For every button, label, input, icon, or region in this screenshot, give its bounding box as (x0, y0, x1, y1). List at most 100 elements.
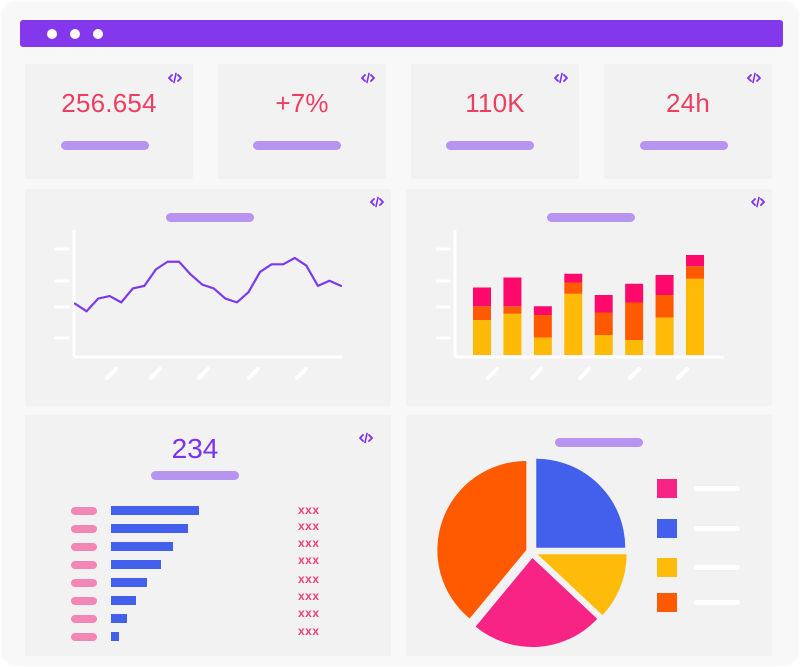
x-tick-label-placeholder (247, 367, 260, 380)
row-value: xxx (298, 519, 320, 533)
bar-segment-pink (655, 275, 674, 295)
bar-segment-orange (564, 282, 583, 294)
ranking-total: 234 (171, 433, 219, 464)
bar-segment-pink (686, 255, 704, 267)
kpi-value: 256.654 (61, 88, 157, 118)
bar-segment-orange (473, 306, 491, 320)
kpi-label-placeholder (61, 141, 149, 150)
x-tick-label-placeholder (578, 367, 591, 380)
kpi-label-placeholder (446, 141, 534, 150)
code-icon[interactable] (751, 196, 765, 208)
legend-label-placeholder (694, 526, 740, 531)
x-tick-label-placeholder (295, 367, 308, 380)
row-value: xxx (298, 589, 320, 603)
stacked-bar-chart (435, 230, 724, 380)
x-tick-label-placeholder (676, 367, 689, 380)
row-bar (111, 524, 189, 533)
code-icon[interactable] (554, 72, 568, 84)
bar-segment-yellow (655, 317, 674, 355)
chart-title-placeholder (166, 213, 254, 222)
x-tick-label-placeholder (197, 367, 210, 380)
bar-segment-pink (533, 306, 552, 315)
pie-slice-yellow (537, 554, 627, 616)
kpi-label-placeholder (640, 141, 728, 150)
row-value: xxx (298, 572, 320, 586)
chart-title-placeholder (555, 438, 643, 447)
row-value: xxx (298, 624, 320, 638)
window-dot-2[interactable] (70, 29, 80, 39)
kpi-label-placeholder (253, 141, 341, 150)
kpi-value: 24h (666, 88, 710, 118)
bar-segment-yellow (625, 340, 644, 355)
code-icon[interactable] (168, 72, 182, 84)
code-icon[interactable] (361, 72, 375, 84)
bar-segment-pink (625, 283, 644, 303)
row-label-placeholder (71, 543, 97, 551)
bar-segment-yellow (533, 337, 552, 355)
legend-label-placeholder (694, 600, 740, 605)
kpi-value: 110K (465, 88, 525, 118)
bar-segment-orange (686, 266, 704, 279)
code-icon[interactable] (747, 72, 761, 84)
legend-label-placeholder (694, 486, 740, 491)
row-label-placeholder (71, 561, 97, 569)
bar-chart-card (406, 189, 772, 406)
row-value: xxx (298, 536, 320, 550)
legend-swatch (657, 479, 677, 498)
row-bar (111, 614, 127, 623)
x-tick-label-placeholder (149, 367, 162, 380)
pie-chart-card (406, 415, 772, 656)
x-tick-label-placeholder (486, 367, 499, 380)
x-tick-label-placeholder (628, 367, 641, 380)
bar-segment-orange (503, 306, 522, 314)
code-icon[interactable] (370, 196, 384, 208)
line-series (73, 256, 343, 313)
row-label-placeholder (71, 525, 97, 533)
pie-chart (437, 458, 627, 647)
x-tick-label-placeholder (530, 367, 543, 380)
row-bar (111, 542, 174, 551)
window-dot-3[interactable] (93, 29, 103, 39)
bar-segment-yellow (564, 293, 583, 355)
code-icon[interactable] (359, 432, 373, 444)
line-chart-card (25, 189, 391, 406)
line-chart (54, 230, 343, 380)
bar-segment-pink (473, 287, 491, 307)
row-value: xxx (298, 553, 320, 567)
kpi-card-2: +7% (218, 64, 386, 179)
legend-swatch (657, 558, 677, 577)
x-tick-label-placeholder (105, 367, 118, 380)
kpi-value: +7% (275, 88, 329, 118)
bar-segment-orange (625, 302, 644, 340)
row-bar (111, 506, 199, 515)
kpi-card-1: 256.654 (25, 64, 193, 179)
row-bar (111, 578, 148, 587)
chart-title-placeholder (547, 213, 635, 222)
pie-slice-orange (437, 460, 527, 619)
bar-segment-yellow (686, 278, 704, 355)
row-bar (111, 560, 162, 569)
bar-segment-pink (594, 295, 613, 313)
row-label-placeholder (71, 633, 97, 641)
row-bar (111, 596, 136, 605)
window-title-bar (20, 20, 783, 47)
bar-segment-yellow (473, 320, 491, 355)
bar-segment-pink (564, 273, 583, 283)
row-label-placeholder (71, 507, 97, 515)
bar-segment-pink (503, 277, 522, 307)
ranking-title-placeholder (151, 471, 239, 480)
row-label-placeholder (71, 615, 97, 623)
window-dot-1[interactable] (47, 29, 57, 39)
kpi-card-3: 110K (411, 64, 579, 179)
pie-slice-blue (536, 458, 626, 548)
kpi-card-4: 24h (604, 64, 772, 179)
bar-segment-yellow (594, 335, 613, 355)
ranking-card: 234 xxx xxx xxx xxx xxx xxx xxx xxx (25, 415, 391, 656)
row-bar (111, 632, 119, 641)
bar-segment-orange (533, 315, 552, 338)
bar-segment-orange (655, 295, 674, 318)
row-label-placeholder (71, 579, 97, 587)
legend-swatch (657, 593, 677, 612)
row-label-placeholder (71, 597, 97, 605)
bar-segment-yellow (503, 313, 522, 355)
